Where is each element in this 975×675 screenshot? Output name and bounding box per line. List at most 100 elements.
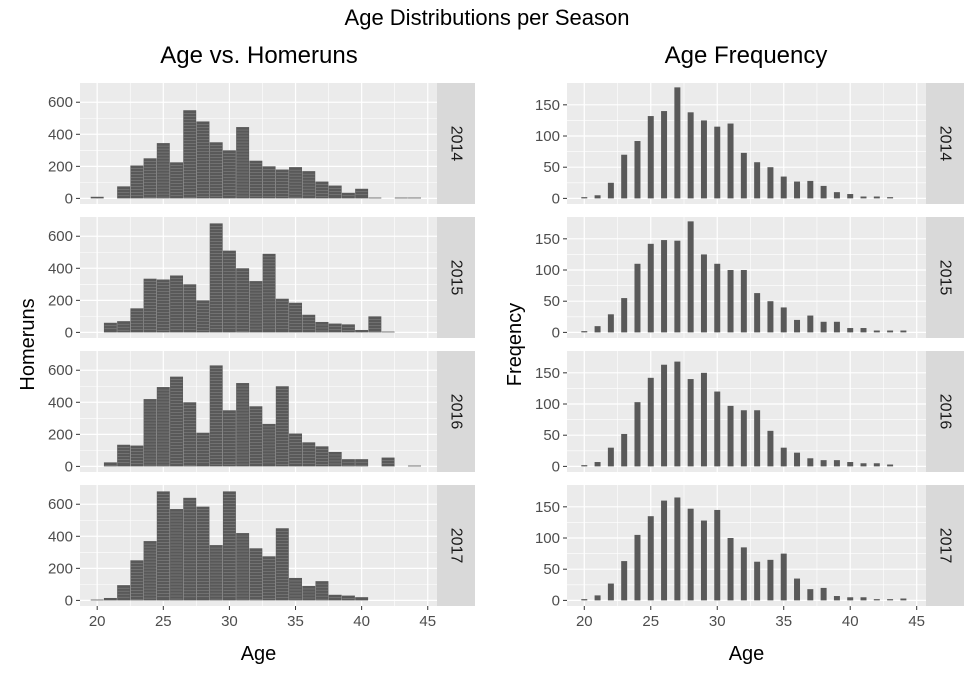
bar	[794, 578, 801, 601]
bar	[647, 377, 654, 467]
facet-panel-2017: 0 200 400 600 2017	[48, 485, 475, 609]
bar	[196, 121, 210, 199]
bar	[209, 545, 223, 601]
bar	[621, 154, 628, 199]
bar	[714, 509, 721, 601]
bar	[275, 169, 289, 199]
bar	[355, 329, 369, 333]
bar	[647, 116, 654, 199]
bar	[143, 399, 157, 467]
facet-strip-label: 2016	[937, 394, 954, 430]
bar	[661, 364, 668, 467]
bar	[289, 577, 303, 601]
bar	[833, 321, 840, 333]
bar	[117, 321, 131, 333]
bar	[355, 459, 369, 467]
bar	[647, 243, 654, 333]
bar	[607, 314, 614, 333]
bar	[767, 301, 774, 333]
bar	[143, 541, 157, 601]
bar	[714, 263, 721, 333]
bar	[381, 331, 395, 333]
bar	[262, 556, 276, 601]
bar	[209, 223, 223, 333]
bar	[222, 250, 236, 333]
bar	[236, 127, 250, 199]
bar	[820, 587, 827, 601]
y-tick-label: 100	[535, 530, 560, 547]
bar	[222, 491, 236, 601]
bar	[302, 585, 316, 601]
bar	[700, 254, 707, 333]
bar	[103, 322, 117, 333]
bar	[807, 180, 814, 199]
y-tick-label: 50	[543, 427, 560, 444]
x-tick-label: 45	[908, 613, 925, 630]
bar	[727, 405, 734, 467]
bar	[860, 328, 867, 333]
bar	[647, 516, 654, 601]
bar	[780, 553, 787, 601]
bar	[847, 462, 854, 467]
bar	[674, 240, 681, 333]
bar	[661, 111, 668, 199]
bar	[887, 464, 894, 467]
bar	[634, 402, 641, 467]
bar	[794, 319, 801, 333]
bar	[794, 452, 801, 467]
y-tick-label: 150	[535, 97, 560, 114]
bar	[714, 391, 721, 467]
bar	[700, 120, 707, 199]
bar	[860, 196, 867, 199]
x-axis-label: Age	[241, 643, 277, 665]
facet-strip	[926, 83, 964, 204]
bar	[249, 160, 263, 199]
bar	[103, 462, 117, 467]
bar	[847, 328, 854, 333]
bar	[170, 275, 184, 333]
y-axis-label: Freqency	[504, 303, 526, 386]
bar	[687, 508, 694, 601]
bar	[408, 465, 422, 467]
y-tick-label: 200	[48, 158, 73, 175]
bar	[289, 433, 303, 467]
bar	[807, 458, 814, 467]
y-axis-label: Homeruns	[17, 298, 39, 390]
bar	[236, 268, 250, 333]
x-tick-label: 20	[576, 613, 593, 630]
bar	[687, 221, 694, 333]
facet-strip	[437, 83, 475, 204]
y-tick-label: 50	[543, 293, 560, 310]
x-tick-label: 25	[642, 613, 659, 630]
bar	[196, 300, 210, 333]
bar	[130, 165, 144, 199]
facet-panel-2017: 0 50 100 150 2017	[535, 485, 964, 609]
x-tick-label: 30	[221, 613, 238, 630]
bar	[156, 387, 170, 467]
bar	[621, 561, 628, 601]
bar	[634, 141, 641, 199]
bar	[887, 599, 894, 601]
bar	[727, 270, 734, 333]
y-tick-label: 100	[535, 128, 560, 145]
y-tick-label: 100	[535, 262, 560, 279]
bar	[328, 185, 342, 199]
bar	[196, 432, 210, 467]
x-tick-label: 35	[775, 613, 792, 630]
y-tick-label: 0	[552, 458, 560, 475]
bar	[368, 197, 382, 199]
bar	[594, 595, 601, 601]
bar	[847, 597, 854, 601]
bar	[873, 330, 880, 333]
facet-strip	[437, 217, 475, 338]
bar	[740, 270, 747, 333]
bar	[130, 445, 144, 467]
bar	[355, 188, 369, 199]
bar	[833, 460, 840, 467]
bar	[581, 465, 588, 467]
bar	[581, 331, 588, 333]
y-tick-label: 200	[48, 292, 73, 309]
facet-strip-label: 2016	[448, 394, 465, 430]
bar	[887, 197, 894, 199]
bar	[156, 143, 170, 199]
